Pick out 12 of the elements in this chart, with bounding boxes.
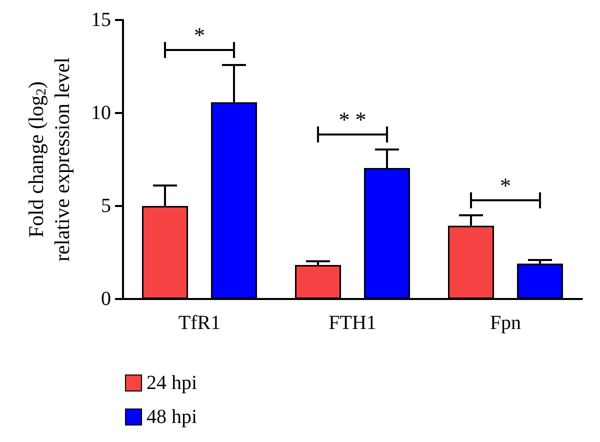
annotation: *: [194, 22, 205, 48]
y-tick-label: 5: [101, 195, 111, 217]
y-tick-label: 0: [101, 288, 111, 310]
annotation: *: [500, 172, 511, 198]
x-tick-label: TfR1: [178, 312, 221, 334]
x-tick-label: FTH1: [328, 312, 376, 334]
legend-label: 24 hpi: [146, 372, 198, 394]
y-tick-label: 10: [91, 102, 111, 124]
legend-label: 48 hpi: [146, 406, 198, 428]
annotation: * *: [338, 106, 366, 132]
x-tick-label: Fpn: [490, 312, 522, 334]
y-tick-label: 15: [91, 9, 111, 31]
